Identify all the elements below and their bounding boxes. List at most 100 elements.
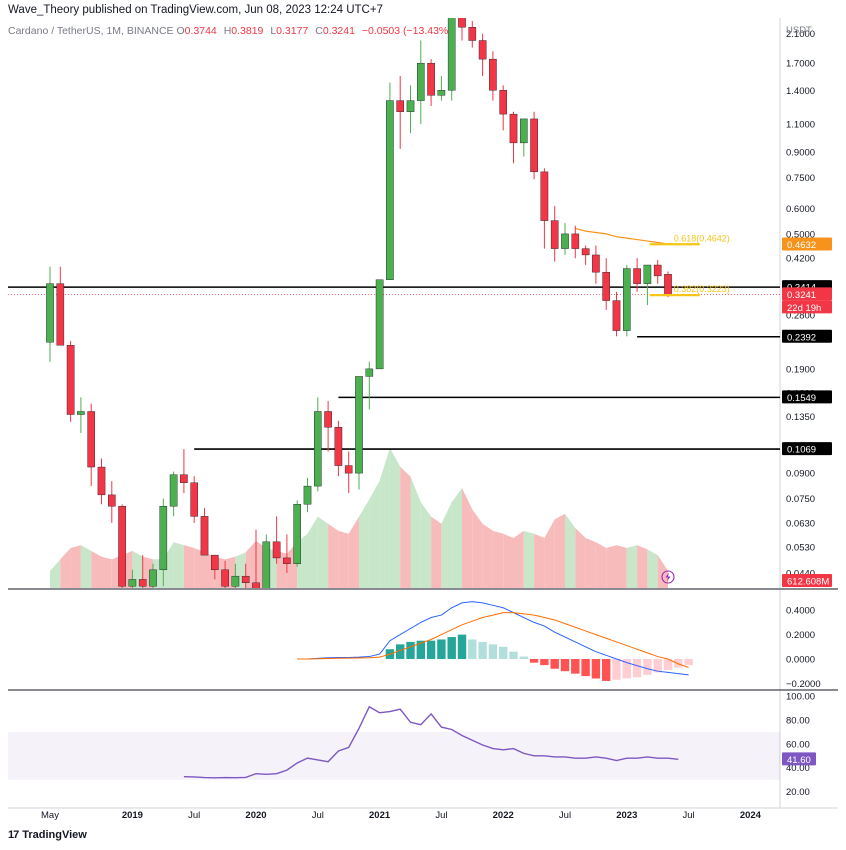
rsi-pane bbox=[8, 705, 780, 780]
candle-up bbox=[149, 563, 157, 588]
volume-area-segment bbox=[534, 533, 545, 588]
high-label: H bbox=[223, 25, 232, 37]
candle-up bbox=[643, 264, 652, 306]
macd-pane bbox=[297, 601, 693, 681]
volume-area-segment bbox=[544, 519, 555, 588]
macd-histogram-bar bbox=[591, 658, 601, 679]
volume-area-segment bbox=[183, 545, 195, 588]
candle-body bbox=[458, 18, 466, 28]
time-tick-label: 2019 bbox=[122, 810, 143, 821]
candle-body bbox=[509, 113, 518, 144]
macd-histogram-bar bbox=[560, 658, 570, 672]
volume-area-segment bbox=[503, 533, 514, 588]
rsi-last-badge-bg bbox=[782, 752, 816, 766]
candle-down bbox=[210, 554, 219, 580]
candle-up bbox=[169, 471, 178, 517]
symbol-legend: Cardano / TetherUS, 1M, BINANCE O0.3744 … bbox=[8, 25, 452, 37]
price-tick-label: 0.0750 bbox=[786, 494, 815, 505]
candle-body bbox=[252, 582, 260, 588]
price-tick-label: 0.1900 bbox=[786, 364, 815, 375]
last-price-badge: 0.3241 bbox=[782, 287, 832, 301]
candle-body bbox=[396, 100, 405, 112]
macd-histogram-bar bbox=[478, 641, 487, 659]
candle-body bbox=[87, 411, 95, 468]
candle-up bbox=[303, 477, 312, 513]
macd-histogram-bar bbox=[612, 658, 621, 680]
volume-area-segment bbox=[441, 502, 452, 588]
time-tick-label: 2022 bbox=[493, 810, 514, 821]
level-price-badge-bg bbox=[782, 390, 832, 404]
macd-histogram-bar bbox=[622, 658, 631, 679]
candle-down bbox=[283, 534, 291, 573]
rsi-tick-label: 100.00 bbox=[786, 692, 815, 703]
candle-down bbox=[107, 481, 116, 523]
price-tick-label: 1.7000 bbox=[786, 59, 815, 70]
volume-area-segment bbox=[451, 488, 462, 588]
lightning-icon bbox=[661, 570, 675, 584]
price-tick-label: 0.0530 bbox=[786, 542, 815, 553]
macd-line bbox=[297, 601, 689, 676]
candle-body bbox=[602, 271, 610, 301]
candle-down bbox=[540, 168, 549, 249]
volume-area-segment bbox=[338, 530, 349, 588]
macd-histogram-bar bbox=[426, 640, 436, 659]
candle-up bbox=[623, 265, 631, 337]
macd-tick-label: 0.2000 bbox=[786, 630, 815, 641]
macd-histogram-bar bbox=[509, 651, 518, 659]
price-pane: 0.618(0.4642) 0.382(0.3223) bbox=[8, 18, 780, 588]
candle-body bbox=[231, 575, 240, 587]
candle-up bbox=[417, 40, 425, 124]
macd-tick-label: 0.4000 bbox=[786, 606, 815, 617]
candle-down bbox=[612, 291, 621, 337]
macd-histogram-bar bbox=[674, 658, 683, 668]
candle-body bbox=[303, 485, 312, 505]
level-price-badge: 0.2392 bbox=[782, 329, 832, 343]
volume-area-segment bbox=[101, 556, 112, 588]
ema-price-badge-text: 0.4632 bbox=[787, 240, 816, 251]
candle-down bbox=[592, 245, 600, 284]
candle-down bbox=[118, 504, 126, 588]
candle-body bbox=[643, 264, 652, 284]
macd-histogram-bar bbox=[416, 640, 425, 659]
volume-area-segment bbox=[585, 538, 596, 588]
candle-body bbox=[334, 427, 343, 466]
candle-down bbox=[272, 516, 281, 564]
candle-body bbox=[664, 274, 672, 295]
candle-down bbox=[489, 51, 497, 101]
candle-body bbox=[581, 248, 590, 256]
candle-body bbox=[633, 268, 641, 284]
candle-body bbox=[561, 233, 569, 249]
rsi-tick-label: 60.00 bbox=[786, 739, 810, 750]
candle-body bbox=[550, 220, 559, 249]
macd-histogram-bar bbox=[540, 658, 549, 666]
candle-body bbox=[283, 557, 291, 564]
volume-area-segment bbox=[410, 476, 421, 588]
volume-area-segment bbox=[492, 530, 504, 588]
candle-up bbox=[386, 82, 394, 280]
time-tick-label: May bbox=[41, 810, 59, 821]
volume-area-segment bbox=[575, 528, 586, 588]
rsi-tick-label: 80.00 bbox=[786, 715, 810, 726]
ema-price-badge-bg bbox=[782, 237, 832, 251]
price-tick-label: 0.5000 bbox=[786, 229, 815, 240]
candle-up bbox=[231, 563, 240, 588]
candle-body bbox=[293, 504, 302, 564]
candle-body bbox=[571, 233, 580, 249]
time-tick-label: 2020 bbox=[245, 810, 266, 821]
volume-area-segment bbox=[657, 555, 668, 588]
price-tick-label: 0.1350 bbox=[786, 412, 815, 423]
volume-area-segment bbox=[328, 523, 339, 588]
volume-area-segment bbox=[626, 545, 638, 588]
price-tick-label: 0.9000 bbox=[786, 147, 815, 158]
candle-body bbox=[314, 411, 322, 487]
candle-down bbox=[180, 449, 188, 494]
level-price-badge-bg bbox=[782, 442, 832, 456]
volume-area-segment bbox=[359, 499, 370, 588]
price-tick-label: 0.0900 bbox=[786, 469, 815, 480]
macd-histogram-bar bbox=[447, 637, 456, 659]
volume-area-segment bbox=[595, 542, 607, 588]
volume-area-segment bbox=[50, 559, 61, 588]
volume-area-segment bbox=[513, 530, 524, 588]
candle-body bbox=[159, 505, 168, 571]
